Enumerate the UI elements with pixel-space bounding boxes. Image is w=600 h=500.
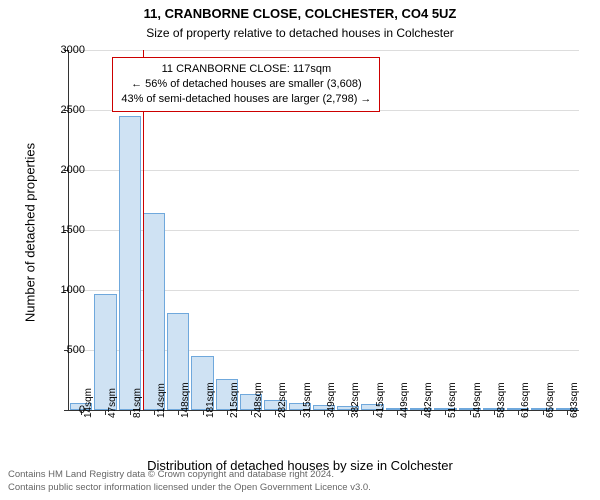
x-tick-label: 616sqm [520, 382, 531, 418]
x-tick-label: 583sqm [496, 382, 507, 418]
info-box-line: 11 CRANBORNE CLOSE: 117sqm [121, 62, 371, 77]
y-tick-label: 500 [45, 344, 85, 356]
x-tick-label: 650sqm [545, 382, 556, 418]
x-tick-label: 549sqm [472, 382, 483, 418]
x-tick-label: 81sqm [132, 388, 143, 418]
x-tick-label: 248sqm [253, 382, 264, 418]
y-tick-label: 1000 [45, 284, 85, 296]
info-box-line: ← 56% of detached houses are smaller (3,… [121, 77, 371, 92]
attribution-line1: Contains HM Land Registry data © Crown c… [8, 469, 371, 481]
x-tick-label: 415sqm [375, 382, 386, 418]
gridline [69, 170, 579, 171]
x-tick-label: 114sqm [156, 383, 167, 418]
x-tick-label: 181sqm [205, 382, 216, 418]
x-tick-label: 516sqm [447, 382, 458, 418]
x-tick-mark [130, 410, 131, 415]
x-tick-mark [470, 410, 471, 415]
y-tick-label: 2000 [45, 164, 85, 176]
x-tick-label: 449sqm [399, 382, 410, 418]
info-box: 11 CRANBORNE CLOSE: 117sqm← 56% of detac… [112, 57, 380, 112]
info-box-line: 43% of semi-detached houses are larger (… [121, 92, 371, 107]
y-tick-label: 2500 [45, 104, 85, 116]
x-tick-mark [300, 410, 301, 415]
x-tick-mark [203, 410, 204, 415]
x-tick-mark [397, 410, 398, 415]
x-tick-label: 215sqm [229, 382, 240, 418]
x-tick-label: 382sqm [350, 382, 361, 418]
chart-title-main: 11, CRANBORNE CLOSE, COLCHESTER, CO4 5UZ [0, 6, 600, 21]
x-tick-mark [251, 410, 252, 415]
plot-area: 11 CRANBORNE CLOSE: 117sqm← 56% of detac… [68, 50, 579, 411]
attribution-text: Contains HM Land Registry data © Crown c… [8, 469, 371, 494]
x-tick-label: 47sqm [107, 388, 118, 418]
x-tick-label: 482sqm [423, 382, 434, 418]
chart-container: 11, CRANBORNE CLOSE, COLCHESTER, CO4 5UZ… [0, 0, 600, 500]
x-tick-label: 349sqm [326, 382, 337, 418]
x-tick-mark [543, 410, 544, 415]
x-tick-label: 14sqm [83, 388, 94, 418]
x-tick-label: 315sqm [302, 382, 313, 418]
x-tick-label: 282sqm [277, 382, 288, 418]
x-tick-mark [373, 410, 374, 415]
x-tick-label: 683sqm [569, 382, 580, 418]
histogram-bar [119, 116, 141, 410]
x-tick-mark [494, 410, 495, 415]
chart-title-sub: Size of property relative to detached ho… [0, 26, 600, 40]
histogram-bar [143, 213, 165, 410]
x-tick-mark [227, 410, 228, 415]
y-axis-label: Number of detached properties [23, 133, 38, 333]
gridline [69, 50, 579, 51]
x-tick-mark [154, 410, 155, 415]
x-tick-label: 148sqm [180, 382, 191, 418]
y-tick-label: 3000 [45, 44, 85, 56]
y-tick-label: 1500 [45, 224, 85, 236]
x-tick-mark [567, 410, 568, 415]
attribution-line2: Contains public sector information licen… [8, 482, 371, 494]
x-tick-mark [324, 410, 325, 415]
x-tick-mark [421, 410, 422, 415]
y-tick-label: 0 [45, 404, 85, 416]
